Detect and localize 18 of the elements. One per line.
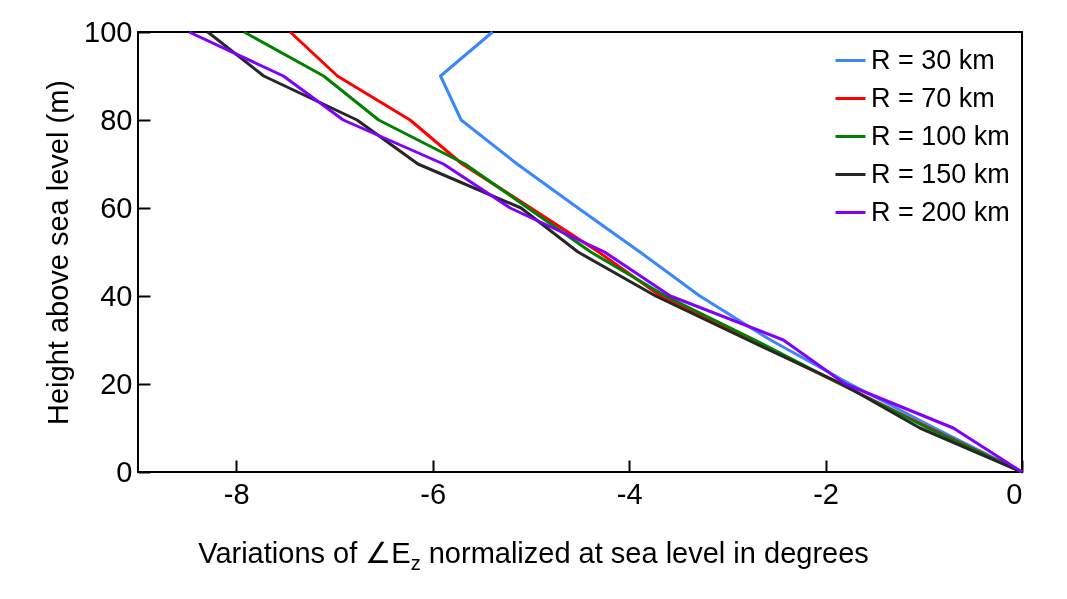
- x-tick-label: 0: [1006, 477, 1023, 510]
- y-tick-label: 20: [100, 367, 133, 400]
- y-tick-label: 100: [84, 15, 133, 48]
- legend-label: R = 150 km: [871, 158, 1010, 189]
- y-tick-label: 60: [100, 191, 133, 224]
- y-tick-label: 80: [100, 103, 133, 136]
- x-tick-label: -4: [616, 477, 643, 510]
- y-axis-title: Height above sea level (m): [42, 80, 75, 425]
- x-tick-label: -6: [420, 477, 447, 510]
- y-tick-label: 0: [116, 455, 133, 488]
- legend-label: R = 70 km: [871, 82, 995, 113]
- legend-label: R = 200 km: [871, 196, 1010, 227]
- legend-label: R = 100 km: [871, 120, 1010, 151]
- x-axis-title: Variations of ∠E$_{z}$ normalized at sea level in degrees: [197, 536, 870, 575]
- y-tick-label: 40: [100, 279, 133, 312]
- legend-label: R = 30 km: [871, 44, 995, 75]
- x-tick-label: -2: [813, 477, 839, 510]
- x-tick-label: -8: [223, 477, 250, 510]
